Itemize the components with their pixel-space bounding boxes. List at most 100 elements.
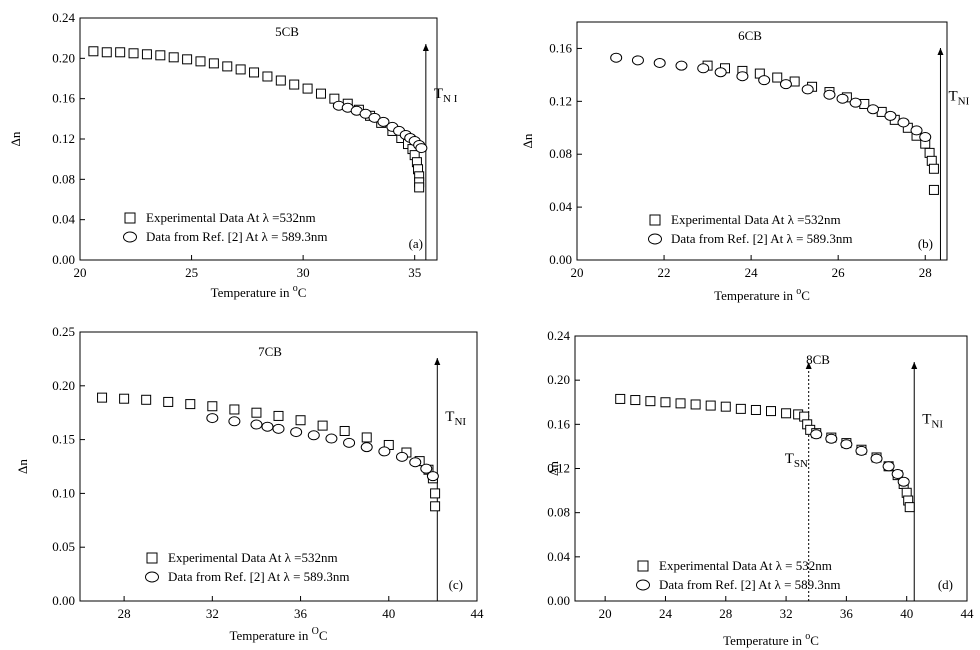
y-tick-label: 0.15 [52, 432, 75, 447]
x-axis-label: Temperature in oC [723, 631, 819, 648]
data-point-circle [415, 143, 428, 154]
chart-panel-4: 20 24 28 32 36 40 44 0.00 0.04 0.08 0.12 0.16 0.20 0.… [546, 328, 974, 648]
data-point-square [750, 404, 761, 415]
data-point-square [182, 54, 193, 65]
transition-arrowhead [422, 44, 429, 51]
chart-panel-2: 20 22 24 26 28 0.00 0.04 0.08 0.12 0.16 Temperatur… [520, 21, 970, 303]
data-point-square [302, 83, 313, 94]
data-point-circle [891, 469, 904, 480]
data-point-square [208, 58, 219, 69]
y-tick-label: 0.08 [549, 146, 572, 161]
data-point-square [141, 394, 152, 405]
x-tick-label: 44 [471, 606, 485, 621]
data-point-circle [714, 67, 727, 78]
y-tick-label: 0.12 [52, 131, 75, 146]
legend-circle-marker [145, 571, 159, 583]
data-point-square [229, 404, 240, 415]
transition-label: TNI [948, 89, 969, 108]
data-point-square [195, 56, 206, 67]
data-point-square [275, 75, 286, 86]
data-point-circle [919, 132, 932, 143]
y-tick-label: 0.12 [549, 93, 572, 108]
data-point-square [249, 67, 260, 78]
legend-label: Data from Ref. [2] At λ = 589.3nm [168, 569, 350, 584]
y-tick-label: 0.04 [547, 549, 570, 564]
plot-frame [576, 21, 948, 261]
legend-label: Data from Ref. [2] At λ = 589.3nm [146, 229, 328, 244]
data-point-circle [910, 125, 923, 136]
y-tick-label: 0.00 [549, 252, 572, 267]
panel-label: (d) [938, 577, 953, 592]
x-tick-label: 20 [599, 606, 612, 621]
transition-arrowhead [937, 48, 944, 55]
y-tick-label: 0.04 [549, 199, 572, 214]
data-point-circle [810, 429, 823, 440]
data-point-circle [378, 446, 391, 457]
data-point-circle [343, 437, 356, 448]
data-point-circle [836, 93, 849, 104]
data-point-square [315, 88, 326, 99]
x-tick-label: 20 [571, 265, 584, 280]
data-point-circle [250, 419, 263, 430]
data-point-circle [855, 445, 868, 456]
x-tick-label: 26 [832, 265, 846, 280]
chart-panel-3: 28 32 36 40 44 0.00 0.05 0.10 0.15 0.20 0.25 Temper… [15, 324, 484, 643]
panel-label: (b) [918, 236, 933, 251]
plot-frame [79, 331, 478, 602]
data-point-square [690, 399, 701, 410]
transition-arrowhead [805, 362, 812, 369]
data-point-square [361, 432, 372, 443]
data-point-square [235, 64, 246, 75]
y-tick-label: 0.20 [547, 372, 570, 387]
legend-label: Experimental Data At λ =532nm [146, 210, 316, 225]
legend-label: Data from Ref. [2] At λ = 589.3nm [671, 231, 853, 246]
transition-arrowhead [911, 362, 918, 369]
y-axis-label: Δn [520, 133, 535, 148]
data-point-square [222, 61, 233, 72]
x-tick-label: 22 [658, 265, 671, 280]
data-point-circle [290, 427, 303, 438]
x-tick-label: 28 [919, 265, 932, 280]
x-tick-label: 28 [719, 606, 732, 621]
legend-label: Data from Ref. [2] At λ = 589.3nm [659, 577, 841, 592]
panel-label: (a) [409, 236, 423, 251]
data-point-square [735, 403, 746, 414]
data-point-circle [897, 117, 910, 128]
y-axis-label: Δn [546, 461, 561, 476]
series-experimental [615, 393, 915, 513]
data-point-square [675, 398, 686, 409]
y-tick-label: 0.16 [52, 91, 75, 106]
data-point-circle [409, 457, 422, 468]
data-point-circle [653, 57, 666, 68]
data-point-square [317, 420, 328, 431]
data-point-square [97, 392, 108, 403]
legend-label: Experimental Data At λ = 532nm [659, 558, 832, 573]
data-point-circle [420, 463, 433, 474]
data-point-square [615, 393, 626, 404]
x-tick-label: 25 [185, 265, 198, 280]
x-tick-label: 40 [382, 606, 395, 621]
legend-circle-marker [636, 579, 650, 591]
data-point-circle [396, 451, 409, 462]
y-tick-label: 0.25 [52, 324, 75, 339]
data-point-square [660, 397, 671, 408]
transition-label: TNI [922, 411, 943, 430]
data-point-circle [758, 75, 771, 86]
y-axis-label: Δn [8, 131, 23, 146]
data-point-circle [272, 423, 285, 434]
data-point-square [207, 401, 218, 412]
data-point-circle [825, 433, 838, 444]
data-point-square [928, 163, 939, 174]
y-tick-label: 0.20 [52, 50, 75, 65]
data-point-square [630, 395, 641, 406]
data-point-square [168, 52, 179, 63]
data-point-circle [870, 453, 883, 464]
data-point-circle [261, 421, 274, 432]
data-point-square [430, 501, 441, 512]
data-point-circle [360, 442, 373, 453]
x-tick-label: 44 [961, 606, 975, 621]
data-point-circle [884, 110, 897, 121]
chart-title: 8CB [806, 352, 830, 367]
transition-label: TNI [445, 409, 466, 428]
